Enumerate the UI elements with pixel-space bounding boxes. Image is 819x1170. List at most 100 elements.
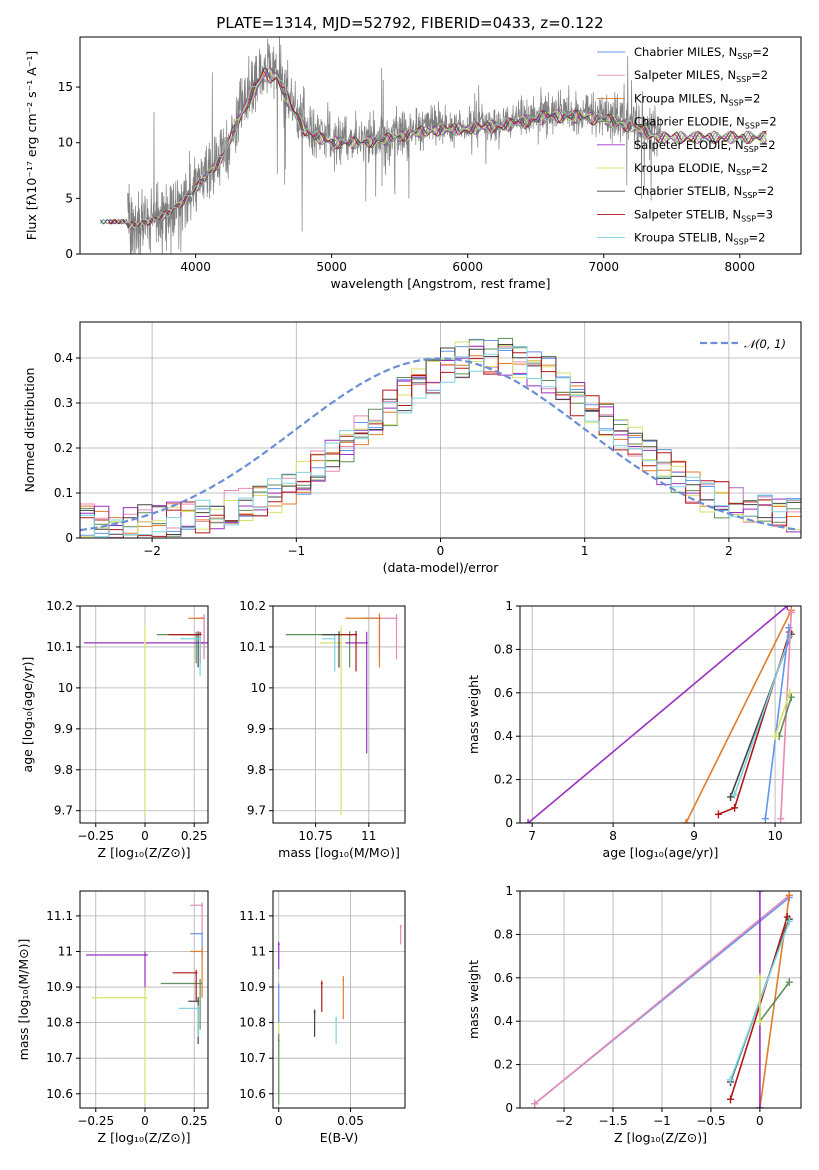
histogram-se	[80, 345, 801, 533]
legend-label-cm: Chabrier MILES, NSSP=2	[634, 45, 769, 61]
y-tick-label: 0.8	[494, 927, 513, 941]
point-ks	[335, 1018, 338, 1021]
y-tick-label: 1	[505, 884, 513, 898]
point-sm	[399, 925, 402, 928]
y-axis-label: mass [log₁₀(M/M⊙)]	[16, 939, 31, 1061]
legend-subscript: SSP	[745, 122, 760, 131]
point-ss	[195, 971, 198, 974]
y-tick-label: 0.2	[494, 1058, 513, 1072]
x-tick-label: 7	[528, 829, 536, 843]
point-km	[201, 617, 204, 620]
legend-label-se: Salpeter ELODIE, NSSP=2	[634, 138, 776, 154]
panel-age_vs_mass: 10.75 11 9.7 9.8 9.9 10 10.1 10.2 mass [log₁₀(M/…	[239, 599, 406, 860]
model-ss	[108, 70, 767, 228]
panel-weight_vs_Z: −2 −1.5 −1 −0.5 0 0 0.2 0.4 0.6 0.8 1 Z [log₁₀(Z/Z⊙…	[466, 884, 802, 1145]
plot-area-mass_vs_ebv	[277, 924, 402, 1105]
x-axis-label: E(B-V)	[320, 1130, 359, 1145]
x-tick-label: −0.5	[696, 1114, 725, 1128]
y-tick-label: 10.9	[46, 980, 73, 994]
axes-frame	[79, 605, 209, 824]
x-axis-label: mass [log₁₀(M/M⊙)]	[278, 845, 400, 860]
weight-marker-ss	[727, 1095, 735, 1104]
plot-area-spectrum	[100, 37, 767, 254]
y-tick-label: 11.1	[46, 909, 73, 923]
y-tick-label: 0.4	[494, 1014, 513, 1028]
axes-frame	[79, 36, 802, 255]
point-ce	[199, 982, 202, 985]
y-tick-label: 0.6	[494, 971, 513, 985]
x-tick-label: 0.25	[181, 829, 208, 843]
weight-marker-cm	[761, 814, 769, 823]
point-ks	[197, 1007, 200, 1010]
y-tick-label: 10.1	[239, 640, 266, 654]
point-cm	[277, 986, 280, 989]
weight-marker-se	[783, 606, 791, 610]
x-tick-label: −2	[143, 544, 161, 558]
x-tick-label: 4000	[180, 260, 211, 274]
y-axis-label: Flux [fλ10⁻¹⁷ erg cm⁻² s⁻¹ A⁻¹]	[24, 51, 39, 240]
y-tick-label: 9.8	[54, 763, 73, 777]
y-tick-label: 0	[65, 247, 73, 261]
weight-line-km	[685, 609, 793, 823]
x-axis-label: age [log₁₀(age/yr)]	[603, 845, 719, 860]
y-tick-label: 11	[251, 944, 266, 958]
histogram-ks	[80, 346, 801, 538]
weight-marker-ks	[785, 917, 793, 926]
y-tick-label: 0.2	[494, 773, 513, 787]
y-tick-label: 11	[58, 944, 73, 958]
y-tick-label: 9.9	[247, 722, 266, 736]
model-cs	[100, 67, 767, 229]
panel-mass_vs_Z: −0.25 0 0.25 10.6 10.7 10.8 10.9 11 11.1 Z [log₁₀…	[16, 890, 209, 1145]
legend-subscript: SSP	[734, 238, 749, 247]
panel-mass_vs_ebv: 0 0.05 10.6 10.7 10.8 10.9 11 11.1 E(B-V)	[239, 890, 406, 1145]
weight-line-se	[527, 606, 788, 823]
y-tick-label: 0.1	[54, 486, 73, 500]
x-tick-label: 6000	[452, 260, 483, 274]
weight-line-ss	[729, 916, 789, 1100]
x-tick-label: −0.25	[77, 1114, 114, 1128]
x-tick-label: 0	[437, 544, 445, 558]
y-tick-label: 0.2	[54, 441, 73, 455]
point-se	[277, 943, 280, 946]
weight-marker-km	[682, 819, 690, 823]
x-axis-label: Z [log₁₀(Z/Z⊙)]	[98, 845, 191, 860]
x-tick-label: 10.75	[298, 829, 332, 843]
legend-subscript: SSP	[729, 98, 744, 107]
legend-tail: =2	[744, 91, 761, 105]
legend-tail: =2	[749, 231, 766, 245]
y-tick-label: 15	[58, 80, 73, 94]
weight-marker-ks	[727, 1075, 735, 1084]
model-ks	[116, 73, 767, 229]
y-tick-label: 0.8	[494, 642, 513, 656]
legend-subscript: SSP	[736, 75, 751, 84]
y-axis-label: age [log₁₀(age/yr)]	[20, 657, 35, 773]
panel-residuals: −2 −1 0 1 2 0 0.1 0.2 0.3 0.4 (data-model)/error No…	[22, 321, 802, 575]
x-tick-label: 0	[756, 1114, 764, 1128]
x-tick-label: 0.25	[181, 1114, 208, 1128]
weight-line-ce	[759, 981, 790, 1022]
weight-marker-ce	[785, 978, 793, 987]
weight-marker-sm	[531, 1099, 539, 1108]
x-tick-label: 8	[609, 829, 617, 843]
weight-line-ke	[774, 692, 791, 737]
legend-tail: =2	[751, 161, 768, 175]
weight-line-ce	[778, 696, 793, 737]
legend-tail: =2	[759, 138, 776, 152]
x-axis-label: wavelength [Angstrom, rest frame]	[330, 276, 550, 291]
x-tick-label: 7000	[588, 260, 619, 274]
x-axis-label: Z [log₁₀(Z/Z⊙)]	[98, 1130, 191, 1145]
y-axis-label: mass weight	[466, 960, 481, 1039]
y-tick-label: 10.1	[46, 640, 73, 654]
weight-marker-ke	[756, 973, 764, 982]
point-sm	[203, 617, 206, 620]
y-tick-label: 0	[505, 816, 513, 830]
weight-marker-ks	[731, 790, 739, 799]
plot-area-residuals	[80, 337, 801, 538]
weight-marker-sm	[787, 608, 795, 617]
x-tick-label: −1	[287, 544, 305, 558]
legend-label-cs: Chabrier STELIB, NSSP=2	[634, 184, 774, 200]
y-tick-label: 10	[251, 681, 266, 695]
y-tick-label: 10.6	[239, 1087, 266, 1101]
legend-subscript: SSP	[737, 52, 752, 61]
